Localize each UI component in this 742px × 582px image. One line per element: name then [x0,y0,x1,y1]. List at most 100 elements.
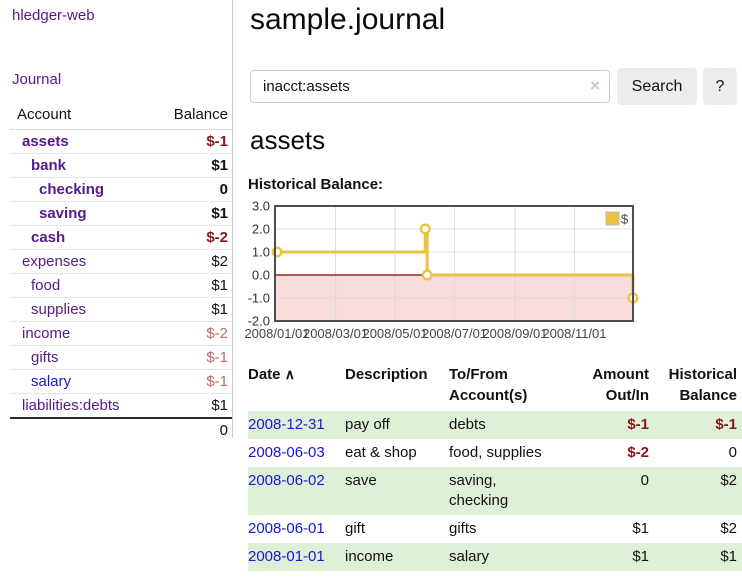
transaction-accounts: salary [449,543,579,571]
account-balance: $1 [149,393,232,419]
register-header-row: Date ∧ Description To/From Account(s) Am… [248,362,742,411]
transaction-balance: $1 [649,543,742,571]
account-link-salary[interactable]: salary [31,373,72,390]
clear-search-icon[interactable]: × [590,76,600,95]
transaction-amount: $1 [632,520,649,537]
account-row: saving $1 [10,201,232,226]
historical-balance-chart: $3.0 2.0 1.0 0.0 -1.0 -2.02008/01/012008/03/0… [244,199,639,341]
account-link-expenses[interactable]: expenses [22,253,87,270]
transaction-date-link[interactable]: 2008-06-02 [248,472,325,489]
transaction-balance: $2 [649,467,742,515]
transaction-description: income [345,543,449,571]
register-row: 2008-01-01 income salary $1 $1 [248,543,742,571]
date-header-label: Date [248,366,281,383]
account-link-liabilities-debts[interactable]: liabilities:debts [22,397,120,414]
account-link-bank[interactable]: bank [31,157,67,174]
accounts-header-balance: Balance [149,102,232,130]
account-link-assets[interactable]: assets [22,133,69,150]
account-link-checking[interactable]: checking [39,181,105,198]
account-row: bank $1 [10,153,232,178]
search-button[interactable]: Search [617,68,697,105]
register-header-balance: Historical Balance [668,366,737,404]
y-tick-label: 0.0 [252,268,270,283]
app-brand-link[interactable]: hledger-web [12,7,95,24]
help-button[interactable]: ? [703,68,737,105]
account-link-supplies[interactable]: supplies [31,301,87,318]
data-point-marker [419,223,431,235]
register-row: 2008-12-31 pay off debts $-1 $-1 [248,411,742,439]
transaction-accounts: saving, checking [449,467,579,515]
transaction-date-link[interactable]: 2008-12-31 [248,416,325,433]
y-tick-label: 2.0 [252,222,270,237]
transaction-date-link[interactable]: 2008-01-01 [248,548,325,565]
transaction-date-link[interactable]: 2008-06-03 [248,444,325,461]
plot-border [274,205,634,322]
register-header-amount: Amount Out/In [592,366,649,404]
account-balance: $-1 [149,129,232,154]
account-link-income[interactable]: income [22,325,71,342]
account-row: food $1 [10,273,232,298]
page-title: sample.journal [250,3,446,36]
search-input[interactable] [250,70,610,103]
account-link-saving[interactable]: saving [39,205,87,222]
account-balance: $2 [149,249,232,274]
register-row: 2008-06-02 save saving, checking 0 $2 [248,467,742,515]
x-tick-label: 2008/07/01 [422,326,487,341]
y-tick-label: 1.0 [252,245,270,260]
data-point-marker [421,269,433,281]
sidebar: hledger-web Journal Account Balance asse… [0,0,233,442]
account-link-food[interactable]: food [31,277,61,294]
x-tick-label: 2008/03/01 [303,326,368,341]
account-balance: $1 [149,297,232,322]
accounts-header-row: Account Balance [10,102,232,130]
y-tick-label: -2.0 [248,314,270,329]
account-balance: $-1 [149,369,232,394]
account-row: supplies $1 [10,297,232,322]
legend-label: $ [621,212,629,227]
transaction-description: pay off [345,411,449,439]
account-balance: $1 [149,273,232,298]
transaction-balance: $-1 [649,411,742,439]
account-balance: $-2 [149,225,232,250]
account-row: income $-2 [10,321,232,346]
accounts-total-value: 0 [149,417,232,442]
transaction-accounts: gifts [449,520,477,537]
legend-swatch [605,211,620,226]
account-balance: $-1 [149,345,232,370]
register-row: 2008-06-01 gift gifts $1 $2 [248,515,742,543]
transaction-amount: $-1 [579,411,649,439]
y-tick-label: -1.0 [248,291,270,306]
register-table: Date ∧ Description To/From Account(s) Am… [248,362,742,571]
account-link-gifts[interactable]: gifts [31,349,59,366]
transaction-accounts: food, supplies [449,444,542,461]
transaction-description: save [345,467,449,515]
transaction-description: eat & shop [345,444,417,461]
sidebar-item-journal[interactable]: Journal [12,71,62,88]
transaction-amount: $-2 [627,444,649,461]
account-row: cash $-2 [10,225,232,250]
x-tick-label: 2008/09/01 [482,326,547,341]
register-header-tofrom: To/From Account(s) [449,366,528,404]
x-tick-label: 2008/11/01 [542,326,606,341]
register-header-date[interactable]: Date ∧ [248,362,345,411]
transaction-accounts: debts [449,411,579,439]
accounts-table: Account Balance assets $-1 bank $1 check… [10,102,232,442]
transaction-date-link[interactable]: 2008-06-01 [248,520,325,537]
transaction-description: gift [345,520,366,537]
account-row: expenses $2 [10,249,232,274]
data-point-marker [271,246,283,258]
account-balance: 0 [149,177,232,202]
account-heading: assets [250,125,326,155]
account-row: checking 0 [10,177,232,202]
transaction-balance: 0 [728,444,737,461]
transaction-balance: $2 [720,520,737,537]
account-balance: $-2 [149,321,232,346]
account-row: liabilities:debts $1 [10,393,232,419]
y-tick-label: 3.0 [252,199,270,214]
account-link-cash[interactable]: cash [31,229,66,246]
sort-ascending-icon: ∧ [284,366,295,382]
account-balance: $1 [149,201,232,226]
account-row: gifts $-1 [10,345,232,370]
account-row: salary $-1 [10,369,232,394]
accounts-header-account: Account [10,102,150,130]
